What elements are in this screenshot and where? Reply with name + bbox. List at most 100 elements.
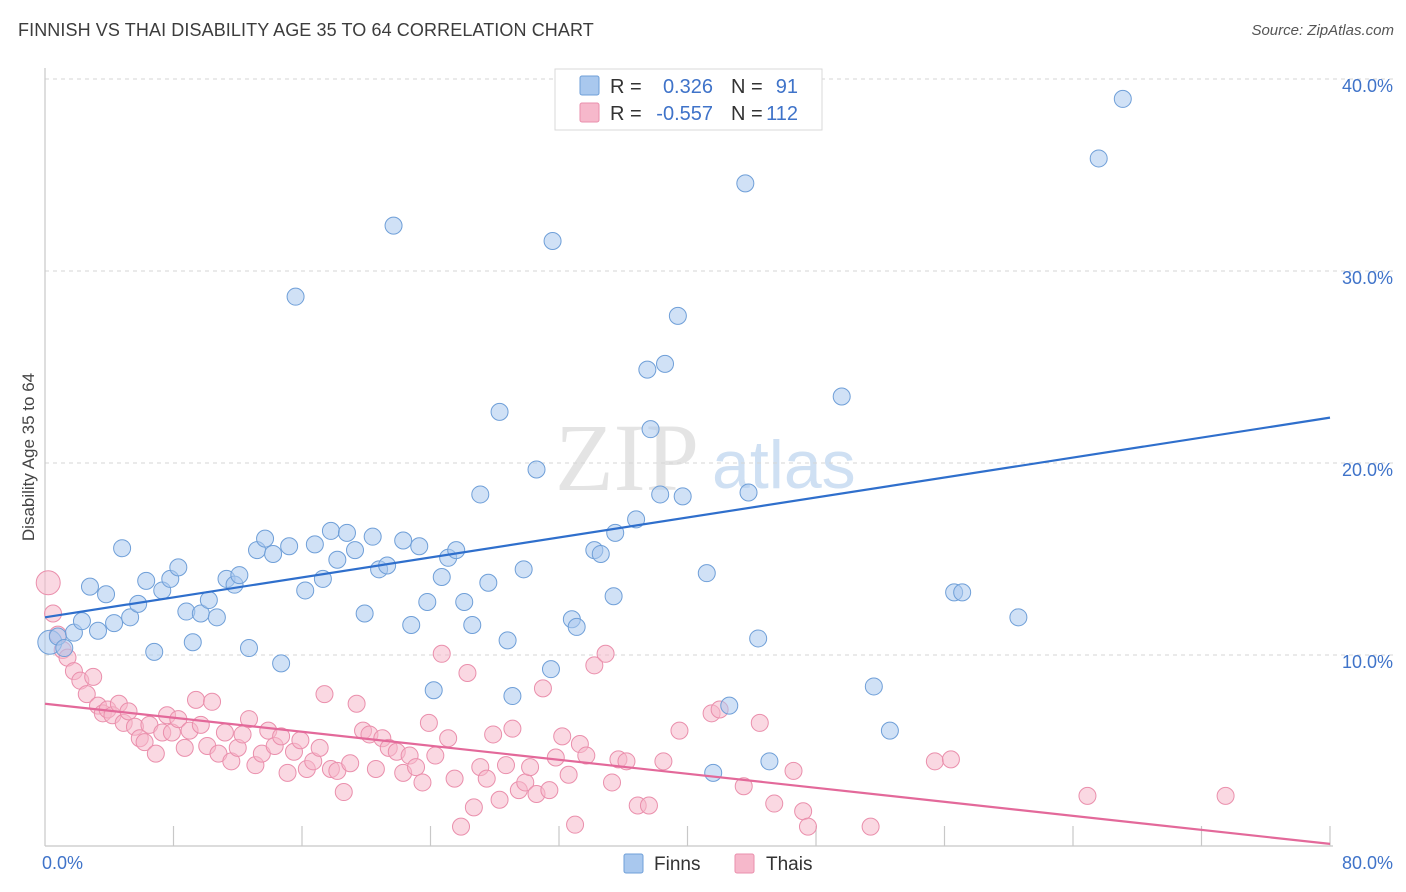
finns-point — [668, 306, 687, 325]
finns-point — [402, 616, 421, 634]
thais-point — [84, 667, 103, 686]
thais-point — [559, 765, 578, 784]
thais-point — [654, 752, 673, 771]
legend-thais-r-label: R = — [610, 103, 642, 125]
thais-point — [215, 723, 234, 742]
thais-point — [794, 802, 813, 821]
y-tick-label: 40.0% — [1342, 76, 1393, 96]
thais-point — [639, 796, 658, 815]
thais-point — [77, 685, 96, 704]
legend-thais-r-value: -0.557 — [656, 103, 713, 125]
finns-point — [760, 752, 779, 771]
thais-point — [175, 738, 194, 757]
thais-point — [146, 744, 165, 763]
finns-trend-line — [44, 416, 1331, 619]
finns-point — [673, 487, 692, 506]
finns-point — [832, 387, 851, 406]
thais-point — [203, 692, 222, 711]
finns-point — [89, 621, 108, 640]
finns-point — [272, 654, 291, 673]
finns-point — [230, 566, 249, 585]
grid-lines — [45, 78, 1393, 656]
finns-point — [394, 531, 413, 550]
finns-point — [80, 577, 99, 596]
finns-point — [410, 537, 429, 556]
finns-point — [337, 523, 356, 542]
thais-point — [670, 721, 689, 740]
thais-point — [347, 694, 366, 713]
finns-point — [627, 510, 646, 529]
thais-point — [407, 758, 426, 777]
finns-point — [280, 537, 299, 556]
thais-point — [553, 727, 572, 746]
finns-point — [471, 485, 490, 504]
thais-point — [750, 713, 769, 732]
thais-point — [477, 769, 496, 788]
finns-point — [953, 583, 972, 602]
finns-point — [1009, 608, 1028, 627]
finns-point — [286, 287, 305, 306]
finns-point — [651, 485, 670, 504]
series-legend: Finns Thais — [623, 853, 812, 875]
finns-point — [736, 174, 755, 193]
finns-point — [567, 617, 586, 636]
finns-point — [498, 631, 517, 650]
finns-point — [638, 360, 657, 379]
finns-point — [137, 571, 156, 590]
finns-point — [1089, 149, 1108, 168]
thais-point — [765, 794, 784, 813]
y-tick-label: 30.0% — [1342, 268, 1393, 288]
finns-point — [296, 581, 315, 600]
finns-point — [1113, 89, 1132, 108]
finns-point — [183, 633, 202, 652]
thais-point — [941, 750, 960, 769]
thais-point — [617, 752, 636, 771]
thais-point — [239, 710, 258, 729]
finns-point — [447, 541, 466, 560]
thais-point — [44, 604, 63, 623]
thais-point — [798, 817, 817, 836]
thais-point — [432, 644, 451, 663]
thais-point — [1216, 786, 1235, 805]
thais-point — [503, 719, 522, 738]
thais-point — [925, 752, 944, 771]
finns-point — [264, 544, 283, 563]
finns-point — [355, 604, 374, 623]
finns-points — [37, 89, 1132, 782]
finns-point — [55, 639, 74, 658]
finns-point — [749, 629, 768, 648]
finns-point — [720, 696, 739, 715]
y-axis-label: Disability Age 35 to 64 — [19, 373, 38, 541]
thais-point — [540, 781, 559, 800]
thais-point — [596, 644, 615, 663]
thais-point — [496, 756, 515, 775]
chart-title: FINNISH VS THAI DISABILITY AGE 35 TO 64 … — [18, 20, 594, 40]
bottom-legend-thais-swatch — [734, 853, 755, 874]
thais-point — [310, 738, 329, 757]
thais-point — [334, 783, 353, 802]
watermark-atlas: atlas — [712, 427, 856, 503]
x-tick-label-min: 0.0% — [42, 853, 83, 873]
thais-point — [521, 758, 540, 777]
trend-lines — [44, 416, 1331, 845]
thais-point — [135, 733, 154, 752]
bottom-legend-finns-label: Finns — [654, 854, 700, 875]
finns-point — [113, 539, 132, 558]
finns-point — [591, 544, 610, 563]
thais-point — [272, 727, 291, 746]
finns-point — [121, 608, 140, 627]
finns-point — [145, 642, 164, 661]
correlation-legend: R = 0.326 N = 91 R = -0.557 N = 112 — [554, 68, 823, 131]
thais-point — [484, 725, 503, 744]
thais-point — [577, 746, 596, 765]
thais-point — [861, 817, 880, 836]
thais-point — [458, 664, 477, 682]
thais-point — [341, 754, 360, 773]
y-tick-label: 10.0% — [1342, 652, 1393, 672]
thais-point — [413, 773, 432, 792]
finns-point — [72, 612, 91, 631]
finns-point — [541, 660, 560, 679]
thais-point — [603, 773, 622, 792]
finns-point — [432, 568, 451, 586]
